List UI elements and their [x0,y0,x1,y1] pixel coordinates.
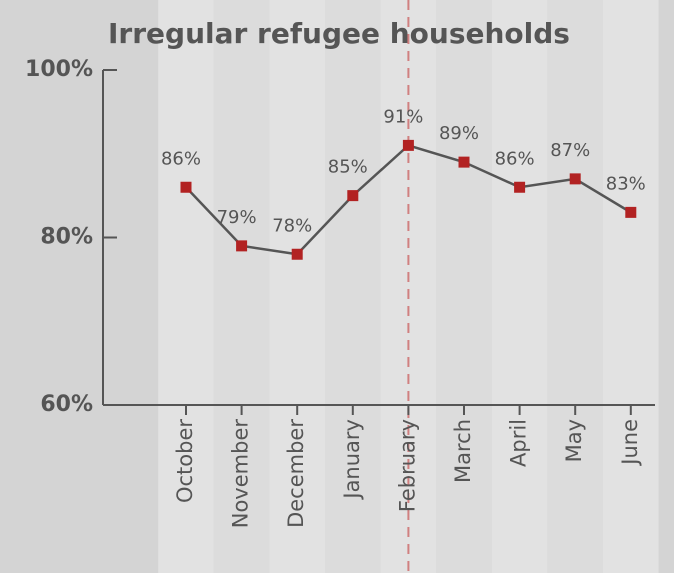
x-tick-label: February [395,419,419,512]
data-label: 89% [439,123,479,144]
marker [347,190,359,202]
marker [625,206,637,218]
stripe [269,0,325,573]
data-label: 78% [272,215,312,236]
data-label: 87% [550,140,590,161]
y-tick-label: 60% [40,392,93,417]
stripe [436,0,492,573]
x-tick-label: December [284,419,308,528]
x-tick-label: March [451,419,475,483]
marker [569,173,581,185]
x-tick-label: May [562,419,586,462]
data-label: 85% [328,157,368,178]
stripe [213,0,270,573]
data-label: 79% [217,207,257,228]
data-label: 86% [495,148,535,169]
marker [291,248,303,260]
stripe [158,0,214,573]
x-tick-label: January [340,419,364,501]
y-tick-label: 100% [25,57,93,82]
stripe [547,0,603,573]
marker [180,181,192,193]
data-label: 83% [606,173,646,194]
chart-title: Irregular refugee households [108,17,570,50]
marker [458,156,470,168]
stripe [603,0,659,573]
x-tick-label: June [618,419,642,467]
marker [514,181,526,193]
x-tick-label: October [173,419,197,503]
y-tick-label: 80% [40,225,93,250]
data-label: 91% [383,106,423,127]
x-tick-label: April [507,419,531,467]
x-tick-label: November [229,419,253,529]
stripe [491,0,548,573]
data-label: 86% [161,148,201,169]
marker [402,139,414,151]
stripes [158,0,659,573]
stripe [325,0,381,573]
marker [236,240,248,252]
